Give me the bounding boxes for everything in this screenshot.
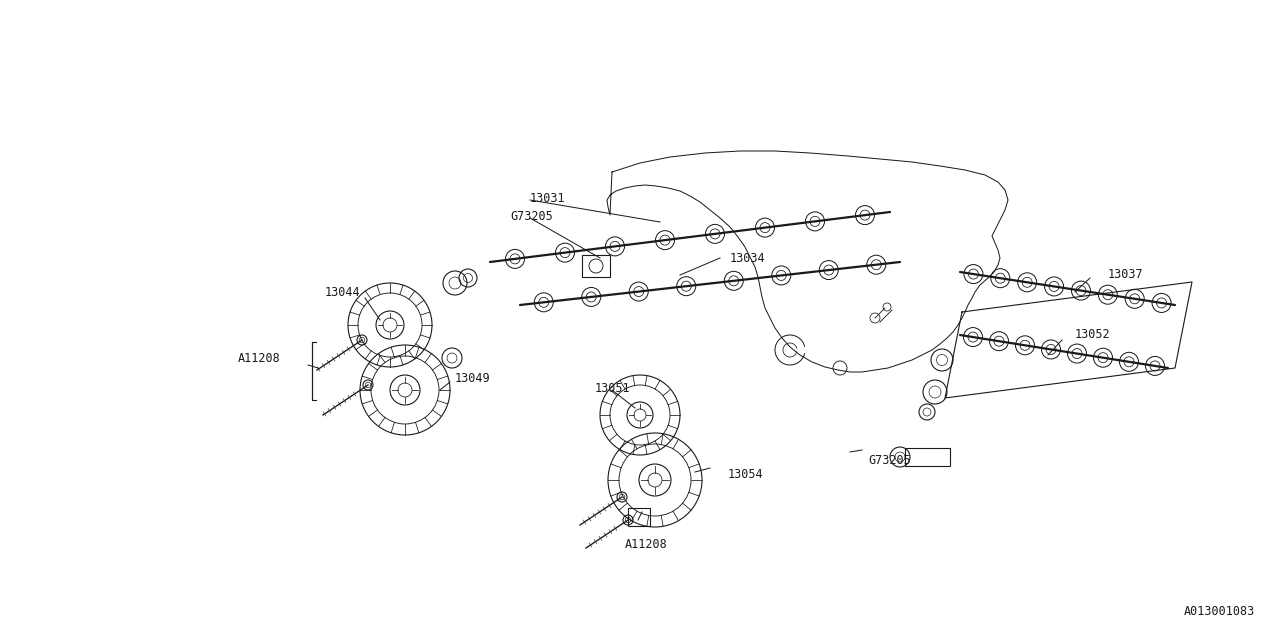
Text: 13052: 13052 xyxy=(1075,328,1111,341)
Text: 13037: 13037 xyxy=(1108,268,1143,281)
Text: 13051: 13051 xyxy=(595,382,631,395)
Text: A11208: A11208 xyxy=(625,538,668,551)
Bar xyxy=(628,508,650,526)
Text: A11208: A11208 xyxy=(238,352,280,365)
Text: 13044: 13044 xyxy=(325,286,361,299)
Text: A013001083: A013001083 xyxy=(1184,605,1254,618)
Text: 13054: 13054 xyxy=(728,468,764,481)
Text: G73205: G73205 xyxy=(509,210,553,223)
Text: 13031: 13031 xyxy=(530,192,566,205)
Bar xyxy=(582,255,611,277)
Text: G73205: G73205 xyxy=(868,454,911,467)
Text: 13034: 13034 xyxy=(730,252,765,265)
Bar xyxy=(905,448,950,466)
Text: 13049: 13049 xyxy=(454,372,490,385)
